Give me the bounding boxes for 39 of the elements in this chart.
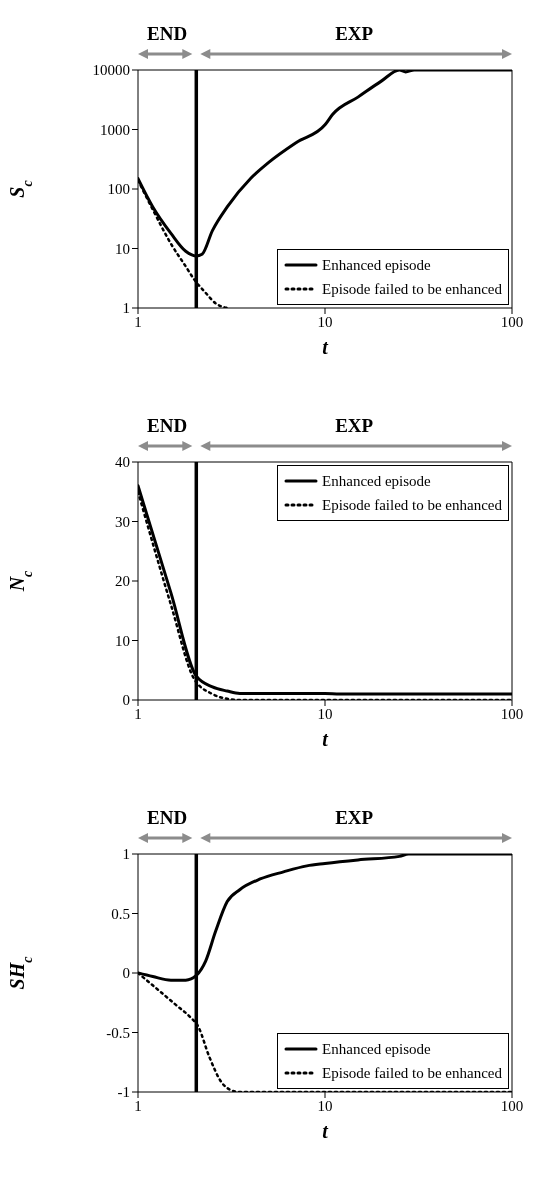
x-tick-label: 10 xyxy=(317,1097,333,1114)
x-tick-label: 100 xyxy=(500,313,524,330)
y-tick-label: 0 xyxy=(122,965,130,982)
legend-label: Enhanced episode xyxy=(322,472,431,491)
y-tick-label: 30 xyxy=(115,513,130,530)
text: END xyxy=(147,807,188,828)
x-tick-label: 100 xyxy=(500,705,524,722)
legend-label: Enhanced episode xyxy=(322,1040,431,1059)
y-tick-label: 1 xyxy=(122,300,130,317)
x-axis-title: t xyxy=(322,1120,330,1142)
y-tick-label: 40 xyxy=(115,454,130,471)
x-tick-label: 10 xyxy=(317,705,333,722)
text: EXP xyxy=(335,807,374,828)
x-axis-title: t xyxy=(322,336,330,358)
text: EXP xyxy=(335,415,374,436)
x-tick-label: 1 xyxy=(134,705,142,722)
text: END xyxy=(147,415,188,436)
x-tick-label: 1 xyxy=(134,313,142,330)
legend-label: Episode failed to be enhanced xyxy=(322,1064,502,1083)
legend-label: Enhanced episode xyxy=(322,256,431,275)
y-tick-label: 10 xyxy=(115,240,130,257)
x-tick-label: 1 xyxy=(134,1097,142,1114)
y-tick-label: -0.5 xyxy=(106,1024,130,1041)
y-tick-label: -1 xyxy=(117,1084,130,1101)
y-tick-label: 0.5 xyxy=(111,905,130,922)
x-tick-label: 10 xyxy=(317,313,333,330)
legend-label: Episode failed to be enhanced xyxy=(322,496,502,515)
y-tick-label: 20 xyxy=(115,573,130,590)
legend-label: Episode failed to be enhanced xyxy=(322,280,502,299)
y-tick-label: 10000 xyxy=(92,62,130,79)
x-axis-title: t xyxy=(322,728,330,750)
text: EXP xyxy=(335,23,374,44)
y-tick-label: 0 xyxy=(122,692,130,709)
text: END xyxy=(147,23,188,44)
y-tick-label: 1 xyxy=(122,846,130,863)
x-tick-label: 100 xyxy=(500,1097,524,1114)
y-tick-label: 10 xyxy=(115,632,130,649)
y-tick-label: 100 xyxy=(107,181,130,198)
y-tick-label: 1000 xyxy=(100,121,130,138)
